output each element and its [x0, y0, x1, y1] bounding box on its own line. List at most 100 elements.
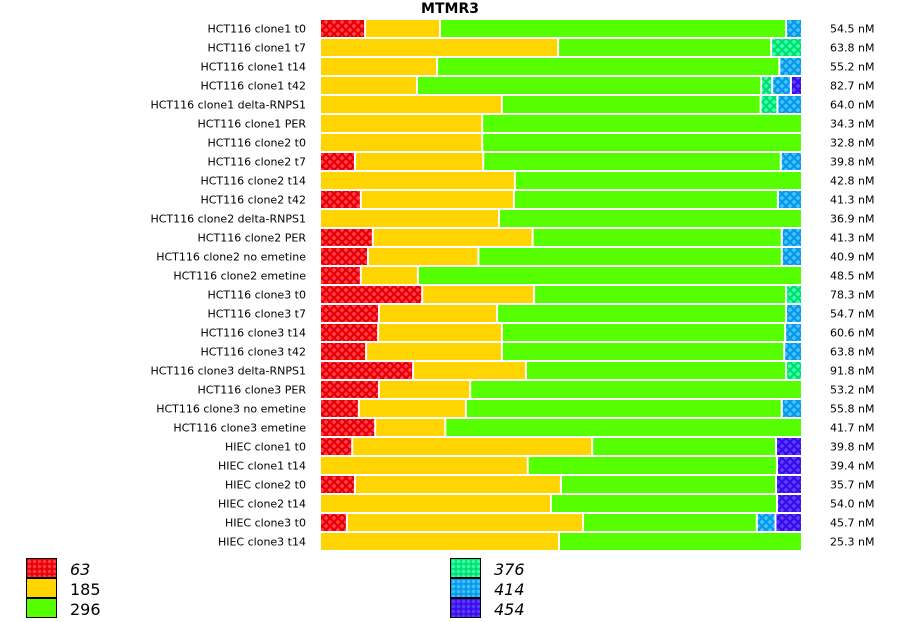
concentration-labels: 54.5 nM 63.8 nM 55.2 nM 82.7 nM 64.0 nM 34.3 …	[830, 23, 874, 549]
category-label: HCT116 clone3 t42	[200, 346, 306, 359]
category-label: HCT116 clone3 no emetine	[156, 403, 306, 416]
bar-row	[321, 20, 801, 37]
bar-segment-296	[441, 20, 786, 37]
bar-segment-63	[321, 153, 354, 170]
bar-segment-296	[593, 438, 775, 455]
bars	[321, 20, 801, 550]
bar-row	[321, 514, 801, 531]
bar-segment-63	[321, 248, 367, 265]
bar-segment-296	[515, 172, 801, 189]
category-labels: HCT116 clone1 t0 HCT116 clone1 t7 HCT116 c…	[150, 23, 306, 549]
bar-segment-63	[321, 286, 422, 303]
bar-row	[321, 58, 801, 75]
bar-segment-296	[483, 134, 801, 151]
bar-segment-63	[321, 343, 366, 360]
bar-segment-296	[533, 229, 781, 246]
bar-segment-296	[500, 210, 801, 227]
bar-segment-414	[782, 248, 801, 265]
category-label: HCT116 clone3 t7	[207, 308, 306, 321]
bar-segment-454	[776, 514, 801, 531]
bar-segment-296	[559, 39, 771, 56]
bar-segment-63	[321, 191, 360, 208]
legend-label: 296	[70, 600, 101, 619]
bar-segment-185	[380, 381, 470, 398]
legend-swatch	[450, 558, 481, 578]
concentration-label: 48.5 nM	[830, 270, 874, 283]
bar-segment-185	[347, 514, 583, 531]
bar-segment-185	[321, 77, 416, 94]
concentration-label: 34.3 nM	[830, 118, 874, 131]
bar-segment-296	[484, 153, 780, 170]
bar-segment-296	[526, 362, 786, 379]
concentration-label: 63.8 nM	[830, 346, 874, 359]
bar-segment-454	[777, 476, 801, 493]
bar-segment-63	[321, 419, 375, 436]
bar-row	[321, 39, 801, 56]
concentration-label: 55.8 nM	[830, 403, 874, 416]
bar-segment-296	[502, 343, 784, 360]
bar-segment-185	[380, 305, 497, 322]
category-label: HCT116 clone1 PER	[198, 118, 307, 131]
concentration-label: 41.7 nM	[830, 422, 874, 435]
bar-segment-296	[479, 248, 781, 265]
legend-swatch	[26, 578, 57, 598]
bar-segment-185	[321, 210, 498, 227]
bar-segment-63	[321, 438, 352, 455]
bar-segment-296	[514, 191, 777, 208]
bar-row	[321, 476, 801, 493]
bar-row	[321, 134, 801, 151]
bar-segment-296	[528, 457, 776, 474]
bar-segment-296	[498, 305, 786, 322]
bar-segment-185	[321, 533, 558, 550]
concentration-label: 39.4 nM	[830, 460, 874, 473]
concentration-label: 60.6 nM	[830, 327, 874, 340]
bar-row	[321, 77, 801, 94]
bar-segment-296	[438, 58, 779, 75]
concentration-label: 55.2 nM	[830, 61, 874, 74]
bar-segment-185	[361, 267, 417, 284]
bar-segment-376	[762, 77, 772, 94]
bar-segment-185	[353, 438, 592, 455]
bar-segment-296	[535, 286, 786, 303]
category-label: HIEC clone3 t0	[225, 517, 306, 530]
bar-row	[321, 495, 801, 512]
legend-swatch	[26, 598, 57, 618]
legend-label: 376	[494, 560, 525, 579]
bar-segment-185	[321, 115, 482, 132]
bar-segment-414	[786, 324, 801, 341]
bar-row	[321, 267, 801, 284]
bar-row	[321, 286, 801, 303]
bar-segment-63	[321, 305, 378, 322]
bar-segment-185	[356, 476, 560, 493]
legend-swatch	[450, 578, 481, 598]
concentration-label: 53.2 nM	[830, 384, 874, 397]
bar-segment-414	[757, 514, 775, 531]
stacked-bar-chart: HCT116 clone1 t0 HCT116 clone1 t7 HCT116 c…	[150, 20, 874, 550]
bar-segment-296	[466, 400, 781, 417]
chart-title: MTMR3	[421, 1, 479, 17]
concentration-label: 35.7 nM	[830, 479, 874, 492]
bar-segment-185	[361, 191, 513, 208]
bar-segment-454	[778, 495, 801, 512]
category-label: HCT116 clone2 delta-RNPS1	[150, 213, 306, 226]
category-label: HCT116 clone3 PER	[198, 384, 307, 397]
bar-segment-185	[376, 419, 445, 436]
bar-row	[321, 400, 801, 417]
bar-segment-185	[321, 134, 482, 151]
bar-segment-414	[785, 343, 801, 360]
category-label: HCT116 clone2 no emetine	[156, 251, 306, 264]
category-label: HCT116 clone2 emetine	[173, 270, 306, 283]
bar-segment-376	[787, 286, 801, 303]
bar-row	[321, 172, 801, 189]
bar-segment-296	[446, 419, 801, 436]
bar-segment-296	[502, 324, 785, 341]
bar-segment-376	[787, 362, 801, 379]
bar-segment-63	[321, 381, 378, 398]
concentration-label: 54.7 nM	[830, 308, 874, 321]
bar-segment-185	[423, 286, 533, 303]
bar-segment-296	[483, 115, 801, 132]
bar-segment-296	[418, 267, 801, 284]
bar-segment-63	[321, 476, 354, 493]
bar-row	[321, 343, 801, 360]
concentration-label: 54.5 nM	[830, 23, 874, 36]
